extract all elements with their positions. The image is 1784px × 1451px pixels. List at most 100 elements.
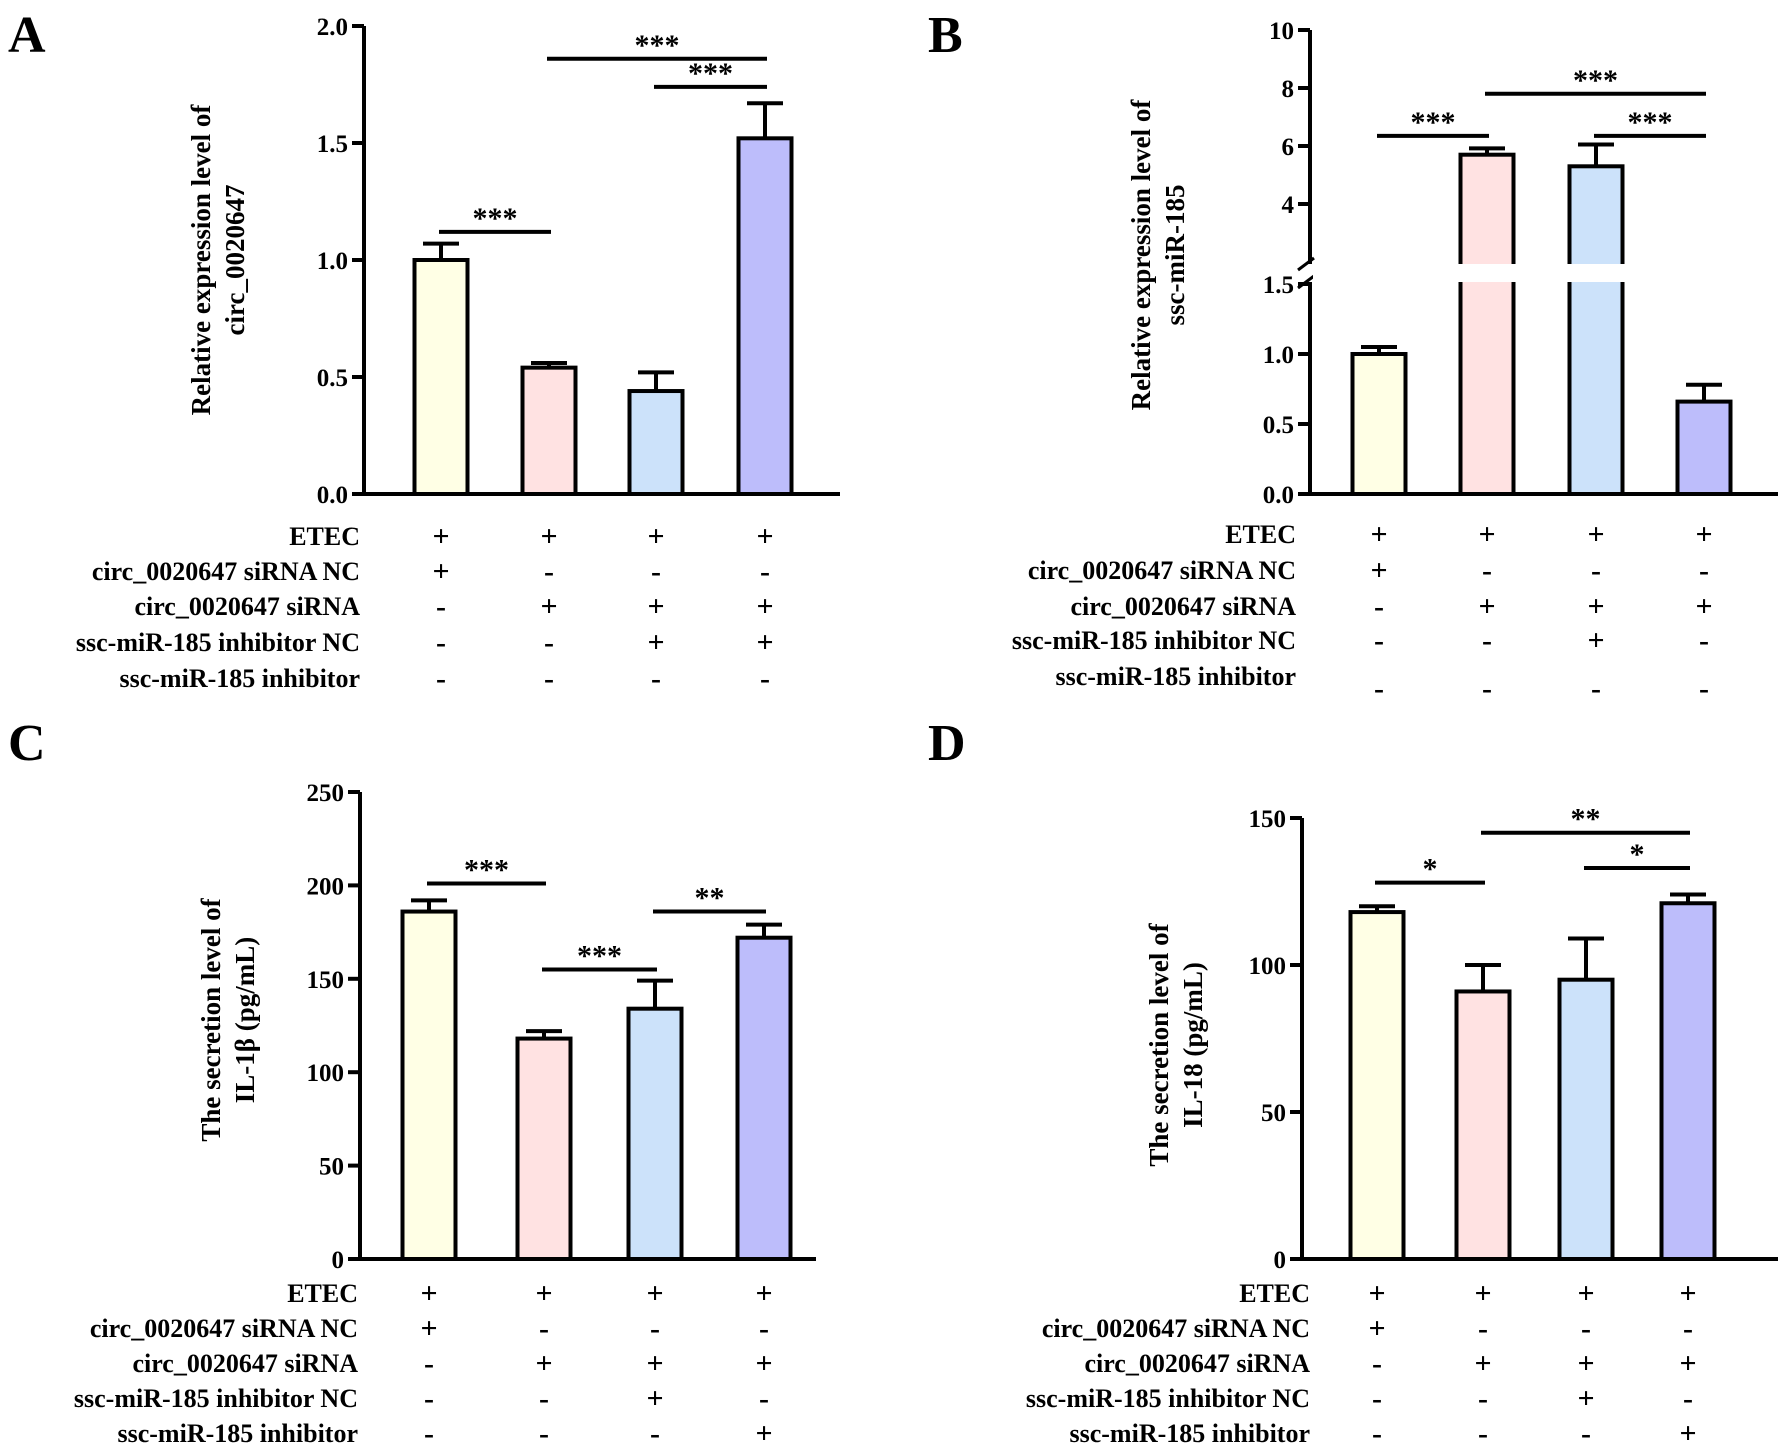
condition-symbol: - bbox=[424, 1417, 434, 1450]
bar bbox=[1458, 152, 1516, 496]
condition-symbol: - bbox=[759, 1312, 769, 1345]
condition-symbol: + bbox=[755, 1417, 772, 1450]
condition-symbol: + bbox=[1474, 1277, 1491, 1310]
condition-label: ssc-miR-185 inhibitor bbox=[118, 1419, 359, 1448]
condition-symbol: + bbox=[1587, 518, 1604, 551]
condition-symbol: - bbox=[1372, 1417, 1382, 1450]
condition-label: ssc-miR-185 inhibitor bbox=[1070, 1419, 1311, 1448]
condition-symbol: - bbox=[1482, 624, 1492, 657]
panel-d: D 0 50 100 150 The secretion level of IL-18 (… bbox=[928, 715, 1778, 1450]
y-tick-label: 1.0 bbox=[317, 248, 348, 275]
significance-label: *** bbox=[464, 854, 509, 887]
bar bbox=[1350, 352, 1408, 496]
bar bbox=[735, 935, 793, 1261]
bar bbox=[400, 909, 458, 1261]
condition-label: ETEC bbox=[289, 522, 360, 551]
bar bbox=[626, 1006, 684, 1261]
condition-symbol: - bbox=[1581, 1312, 1591, 1345]
condition-label: ETEC bbox=[287, 1279, 358, 1308]
condition-symbol: - bbox=[1478, 1382, 1488, 1415]
y-tick-label: 150 bbox=[1249, 806, 1287, 833]
y-axis-label-line: Relative expression level of bbox=[1126, 99, 1156, 411]
y-axis-label: The secretion level of IL-18 (pg/mL) bbox=[1144, 922, 1208, 1166]
y-tick-label: 200 bbox=[307, 873, 345, 900]
panel-c: C 0 50 100 150 200 250 The secretion level of I… bbox=[8, 715, 816, 1450]
y-tick-label: 2.0 bbox=[317, 14, 348, 41]
y-axis-label: Relative expression level of circ_0020647 bbox=[186, 104, 250, 416]
significance-label: *** bbox=[635, 29, 680, 62]
y-tick-label: 150 bbox=[307, 967, 345, 994]
panel-letter-d: D bbox=[928, 715, 966, 772]
condition-symbol: - bbox=[539, 1382, 549, 1415]
y-tick-label: 0 bbox=[1274, 1247, 1287, 1274]
bar bbox=[1675, 399, 1733, 497]
condition-symbol: + bbox=[432, 555, 449, 588]
y-axis-label-line: circ_0020647 bbox=[220, 185, 250, 336]
y-tick-label: 100 bbox=[1249, 953, 1287, 980]
condition-symbol: - bbox=[1699, 672, 1709, 705]
condition-symbol: + bbox=[535, 1277, 552, 1310]
condition-symbol: + bbox=[646, 1382, 663, 1415]
condition-symbol: + bbox=[756, 520, 773, 553]
bar bbox=[520, 365, 578, 497]
condition-symbol: - bbox=[1478, 1312, 1488, 1345]
y-tick-label: 1.5 bbox=[1263, 272, 1294, 299]
significance-label: * bbox=[1423, 853, 1438, 886]
bar bbox=[736, 136, 794, 496]
y-tick-label: 1.5 bbox=[317, 131, 348, 158]
y-tick-label: 100 bbox=[307, 1060, 345, 1087]
condition-symbol: - bbox=[436, 662, 446, 695]
condition-symbol: + bbox=[1370, 554, 1387, 587]
y-tick-label: 6 bbox=[1282, 134, 1295, 161]
condition-symbol: - bbox=[1374, 590, 1384, 623]
condition-symbol: - bbox=[1699, 554, 1709, 587]
condition-label: ssc-miR-185 inhibitor NC bbox=[1026, 1384, 1310, 1413]
condition-label: ssc-miR-185 inhibitor NC bbox=[74, 1384, 358, 1413]
condition-symbol: + bbox=[1478, 590, 1495, 623]
condition-symbol: - bbox=[651, 662, 661, 695]
axis-break-gap bbox=[1313, 264, 1781, 282]
condition-symbol: + bbox=[432, 520, 449, 553]
condition-symbol: + bbox=[535, 1347, 552, 1380]
y-tick-label: 8 bbox=[1282, 76, 1295, 103]
condition-symbol: + bbox=[646, 1277, 663, 1310]
bar bbox=[412, 258, 470, 496]
panel-letter-a: A bbox=[8, 7, 46, 64]
y-tick-label: 50 bbox=[319, 1154, 344, 1181]
condition-symbol: - bbox=[539, 1417, 549, 1450]
condition-symbol: + bbox=[1577, 1277, 1594, 1310]
condition-symbol: - bbox=[544, 555, 554, 588]
panel-a: A 0.0 0.5 1.0 1.5 2.0 Relative expression lev… bbox=[8, 7, 840, 695]
condition-label: ssc-miR-185 inhibitor NC bbox=[76, 628, 360, 657]
condition-symbol: + bbox=[1587, 590, 1604, 623]
condition-symbol: - bbox=[650, 1417, 660, 1450]
condition-symbol: + bbox=[755, 1347, 772, 1380]
condition-symbol: + bbox=[755, 1277, 772, 1310]
condition-label: ssc-miR-185 inhibitor bbox=[120, 664, 361, 693]
y-axis-label-line: The secretion level of bbox=[196, 897, 226, 1141]
y-tick-label: 4 bbox=[1282, 192, 1295, 219]
condition-symbol: + bbox=[647, 626, 664, 659]
bar bbox=[627, 389, 685, 497]
condition-symbol: - bbox=[1372, 1347, 1382, 1380]
y-tick-label: 1.0 bbox=[1263, 342, 1294, 369]
y-tick-label: 0 bbox=[332, 1247, 345, 1274]
y-tick-label: 10 bbox=[1269, 18, 1294, 45]
condition-label: ETEC bbox=[1239, 1279, 1310, 1308]
condition-symbol: - bbox=[544, 662, 554, 695]
condition-symbol: + bbox=[540, 590, 557, 623]
condition-symbol: - bbox=[1482, 554, 1492, 587]
condition-label: circ_0020647 siRNA bbox=[1070, 592, 1296, 621]
y-axis-label-line: The secretion level of bbox=[1144, 922, 1174, 1166]
condition-symbol: + bbox=[1679, 1277, 1696, 1310]
condition-symbol: + bbox=[647, 590, 664, 623]
condition-symbol: + bbox=[756, 590, 773, 623]
condition-label: circ_0020647 siRNA bbox=[132, 1349, 358, 1378]
bar bbox=[1557, 977, 1615, 1261]
significance-label: *** bbox=[577, 939, 622, 972]
condition-symbol: + bbox=[1695, 590, 1712, 623]
panel-letter-b: B bbox=[928, 7, 963, 64]
condition-symbol: + bbox=[1368, 1277, 1385, 1310]
condition-symbol: - bbox=[650, 1312, 660, 1345]
